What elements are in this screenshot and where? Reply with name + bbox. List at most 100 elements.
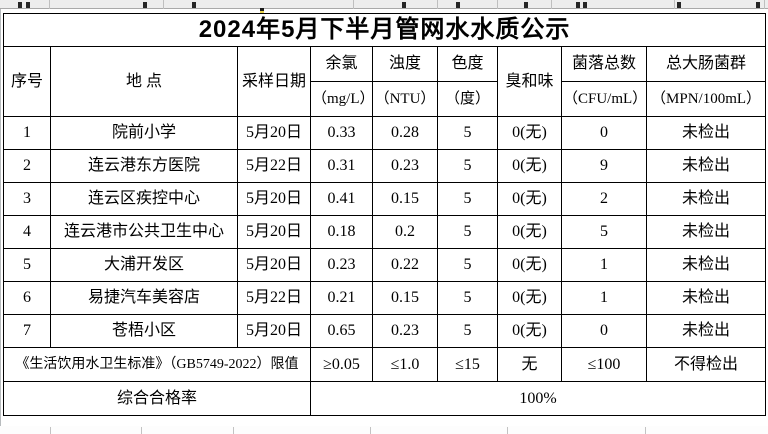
col-header-turbidity: 浊度	[372, 46, 438, 82]
cell-turbidity: 0.23	[372, 149, 438, 183]
cell-chlorine: 0.23	[310, 248, 373, 282]
gridline	[551, 0, 552, 9]
pass-rate-value: 100%	[309, 381, 767, 416]
cell-location: 院前小学	[50, 116, 238, 150]
cell-serial: 4	[3, 215, 51, 249]
col-header-serial: 序号	[3, 46, 51, 117]
cell-colony: 2	[561, 182, 647, 216]
table-row: 6 易捷汽车美容店 5月22日 0.21 0.15 5 0(无) 1 未检出	[3, 281, 767, 315]
cell-location: 苍梧小区	[50, 314, 238, 348]
cell-date: 5月22日	[237, 281, 311, 315]
col-header-chroma: 色度	[437, 46, 498, 82]
bottom-clipped-row	[0, 426, 768, 434]
col-header-chlorine: 余氯	[310, 46, 373, 82]
gridline	[507, 427, 508, 434]
gridline	[141, 427, 142, 434]
cell-colony: 1	[561, 248, 647, 282]
cell-coliform: 未检出	[645, 149, 767, 183]
cursor-artifact	[260, 8, 264, 13]
cell-serial: 3	[3, 182, 51, 216]
cell-colony: 9	[561, 149, 647, 183]
cell-chlorine: 0.18	[310, 215, 373, 249]
water-quality-table: 2024年5月下半月管网水水质公示 序号 地 点 采样日期 余氯 浊度 色度 臭…	[2, 13, 767, 416]
cell-location: 易捷汽车美容店	[50, 281, 238, 315]
cell-chroma: 5	[437, 281, 498, 315]
gridline	[437, 0, 438, 9]
limit-odor: 无	[497, 347, 562, 382]
col-header-odor: 臭和味	[497, 46, 562, 117]
table-row: 4 连云港市公共卫生中心 5月20日 0.18 0.2 5 0(无) 5 未检出	[3, 215, 767, 249]
cell-serial: 2	[3, 149, 51, 183]
cell-location: 连云区疾控中心	[50, 182, 238, 216]
gridline	[370, 427, 371, 434]
cell-turbidity: 0.22	[372, 248, 438, 282]
table-row: 7 苍梧小区 5月20日 0.65 0.23 5 0(无) 0 未检出	[3, 314, 767, 348]
cell-date: 5月20日	[237, 248, 311, 282]
table-row: 2 连云港东方医院 5月22日 0.31 0.23 5 0(无) 9 未检出	[3, 149, 767, 183]
limit-colony: ≤100	[561, 347, 647, 382]
cell-coliform: 未检出	[645, 182, 767, 216]
clipped-text-mark	[583, 2, 587, 8]
limit-coliform: 不得检出	[645, 347, 767, 382]
clipped-text-mark	[402, 2, 406, 8]
unit-colony: （CFU/mL）	[561, 81, 647, 117]
cell-location: 大浦开发区	[50, 248, 238, 282]
gridline	[497, 0, 498, 9]
clipped-text-mark	[18, 2, 22, 8]
cell-odor: 0(无)	[497, 215, 562, 249]
cell-date: 5月20日	[237, 116, 311, 150]
cell-coliform: 未检出	[645, 248, 767, 282]
unit-coliform: （MPN/100mL）	[645, 81, 767, 117]
cell-odor: 0(无)	[497, 116, 562, 150]
cell-odor: 0(无)	[497, 182, 562, 216]
table-row: 3 连云区疾控中心 5月20日 0.41 0.15 5 0(无) 2 未检出	[3, 182, 767, 216]
table-row-pass-rate: 综合合格率 100%	[3, 381, 767, 416]
clipped-text-mark	[26, 2, 30, 8]
col-header-location: 地 点	[50, 46, 238, 117]
cell-date: 5月20日	[237, 215, 311, 249]
cell-coliform: 未检出	[645, 215, 767, 249]
limit-turbidity: ≤1.0	[372, 347, 438, 382]
cell-chroma: 5	[437, 215, 498, 249]
cell-date: 5月20日	[237, 182, 311, 216]
cell-colony: 0	[561, 116, 647, 150]
cell-location: 连云港市公共卫生中心	[50, 215, 238, 249]
table-row: 5 大浦开发区 5月20日 0.23 0.22 5 0(无) 1 未检出	[3, 248, 767, 282]
gridline	[674, 0, 675, 9]
cell-coliform: 未检出	[645, 314, 767, 348]
clipped-text-mark	[143, 2, 147, 8]
cell-turbidity: 0.15	[372, 182, 438, 216]
unit-chlorine: （mg/L）	[310, 81, 373, 117]
col-header-date: 采样日期	[237, 46, 311, 117]
cell-serial: 7	[3, 314, 51, 348]
cell-date: 5月20日	[237, 314, 311, 348]
clipped-text-mark	[576, 2, 580, 8]
cell-chlorine: 0.65	[310, 314, 373, 348]
cell-odor: 0(无)	[497, 248, 562, 282]
cell-chlorine: 0.21	[310, 281, 373, 315]
cell-coliform: 未检出	[645, 116, 767, 150]
gridline	[163, 0, 164, 9]
cell-chroma: 5	[437, 182, 498, 216]
clipped-text-mark	[192, 2, 196, 8]
table-row-standard-limits: 《生活饮用水卫生标准》（GB5749-2022）限值 ≥0.05 ≤1.0 ≤1…	[3, 347, 767, 382]
cell-odor: 0(无)	[497, 149, 562, 183]
cell-chlorine: 0.31	[310, 149, 373, 183]
cell-colony: 0	[561, 314, 647, 348]
gridline	[764, 0, 765, 9]
cell-date: 5月22日	[237, 149, 311, 183]
table-header-row: 序号 地 点 采样日期 余氯 浊度 色度 臭和味 菌落总数 总大肠菌群	[3, 46, 767, 117]
table-row-title: 2024年5月下半月管网水水质公示	[2, 13, 767, 47]
cell-coliform: 未检出	[645, 281, 767, 315]
cell-colony: 1	[561, 281, 647, 315]
col-header-coliform: 总大肠菌群	[645, 46, 767, 82]
cell-serial: 6	[3, 281, 51, 315]
cell-turbidity: 0.15	[372, 281, 438, 315]
cell-chroma: 5	[437, 149, 498, 183]
top-clipped-row	[0, 0, 768, 9]
cell-colony: 5	[561, 215, 647, 249]
clipped-text-mark	[677, 2, 681, 8]
gridline	[50, 427, 51, 434]
standard-limit-label: 《生活饮用水卫生标准》（GB5749-2022）限值	[3, 347, 311, 382]
cell-chroma: 5	[437, 314, 498, 348]
